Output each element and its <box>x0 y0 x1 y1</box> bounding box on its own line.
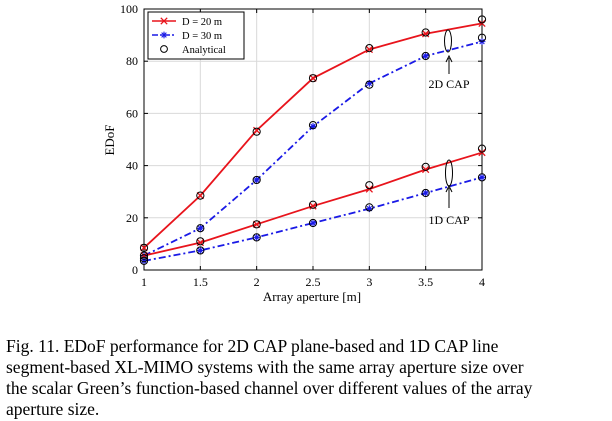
series-marker-star <box>253 176 261 184</box>
analytical-point <box>252 175 261 185</box>
analytical-point <box>139 251 149 260</box>
analytical-point <box>308 200 318 209</box>
group-ellipse-1d <box>445 159 453 187</box>
x-tick-label: 1 <box>141 275 147 289</box>
y-tick-label: 60 <box>126 106 138 120</box>
analytical-point <box>477 33 487 42</box>
legend-label-0: D = 20 m <box>182 17 222 28</box>
analytical-point <box>365 44 374 53</box>
series-marker-star <box>365 205 373 213</box>
caption-line: Fig. 11. EDoF performance for 2D CAP pla… <box>6 336 499 356</box>
x-tick-label: 2 <box>254 275 260 289</box>
series-marker-star <box>422 52 430 60</box>
analytical-point <box>421 28 430 37</box>
caption-line: segment-based XL-MIMO systems with the s… <box>6 357 524 377</box>
y-axis-label: EDoF <box>102 124 117 155</box>
y-tick-label: 80 <box>126 54 138 68</box>
x-tick-label: 1.5 <box>193 275 208 289</box>
series-marker-star <box>478 173 486 181</box>
series-marker-star <box>253 233 261 241</box>
series-marker-x <box>196 191 204 200</box>
analytical-point <box>365 203 374 212</box>
series-marker-star <box>309 219 317 227</box>
series-marker-star <box>140 257 148 265</box>
series-marker-x <box>253 220 261 228</box>
annotation-arrow-2d <box>445 54 453 74</box>
x-tick-label: 3.5 <box>418 275 433 289</box>
caption-line: aperture size. <box>6 399 100 419</box>
annotation-arrow-1d <box>445 184 453 208</box>
figure-caption: Fig. 11. EDoF performance for 2D CAP pla… <box>6 336 606 420</box>
analytical-point <box>308 74 318 83</box>
analytical-point <box>421 188 430 198</box>
series-markers <box>140 19 486 265</box>
x-tick-label: 2.5 <box>306 275 321 289</box>
y-tick-label: 20 <box>126 211 138 225</box>
analytical-point <box>252 220 261 229</box>
legend-label-2: Analytical <box>182 45 226 56</box>
analytical-point <box>365 80 374 89</box>
analytical-point <box>196 246 205 255</box>
analytical-point <box>308 218 318 228</box>
series-marker-star <box>422 189 430 197</box>
series-marker-x <box>140 244 148 252</box>
legend-label-1: D = 30 m <box>182 31 222 42</box>
analytical-point <box>196 224 205 233</box>
legend: D = 20 m D = 30 m Analytical <box>147 11 245 60</box>
group-ellipse-2d <box>444 29 452 53</box>
annotation-label-2d: 2D CAP <box>428 77 469 91</box>
series-marker-x <box>160 17 168 25</box>
analytical-point <box>196 191 205 200</box>
analytical-point <box>196 237 205 246</box>
y-tick-label: 0 <box>132 263 138 277</box>
annotations: 2D CAP 1D CAP <box>428 29 470 227</box>
analytical-point <box>421 51 430 61</box>
annotation-label-1d: 1D CAP <box>428 213 469 227</box>
y-tick-label: 100 <box>120 2 138 16</box>
series-marker-star <box>196 247 204 254</box>
analytical-point <box>365 181 374 190</box>
series-marker-star <box>196 224 204 232</box>
series-marker-star <box>309 123 317 130</box>
legend-circle <box>160 45 168 53</box>
analytical-point <box>477 173 487 182</box>
analytical-point <box>477 15 487 24</box>
x-axis-label: Array aperture [m] <box>263 289 361 304</box>
x-tick-label: 4 <box>479 275 485 289</box>
series-marker-x <box>422 165 430 174</box>
analytical-markers <box>139 15 487 265</box>
y-tick-label: 40 <box>126 159 138 173</box>
analytical-point <box>308 121 318 130</box>
caption-line: the scalar Green’s function-based channe… <box>6 378 533 398</box>
analytical-point <box>252 233 261 242</box>
series-marker-x <box>309 74 317 82</box>
analytical-point <box>139 254 149 263</box>
analytical-point <box>139 256 149 265</box>
analytical-point <box>252 127 261 136</box>
analytical-point <box>421 162 430 172</box>
analytical-point <box>477 144 487 153</box>
x-tick-label: 3 <box>366 275 372 289</box>
analytical-point <box>139 243 149 252</box>
series-marker-star <box>160 31 168 39</box>
series-marker-star <box>365 79 373 87</box>
